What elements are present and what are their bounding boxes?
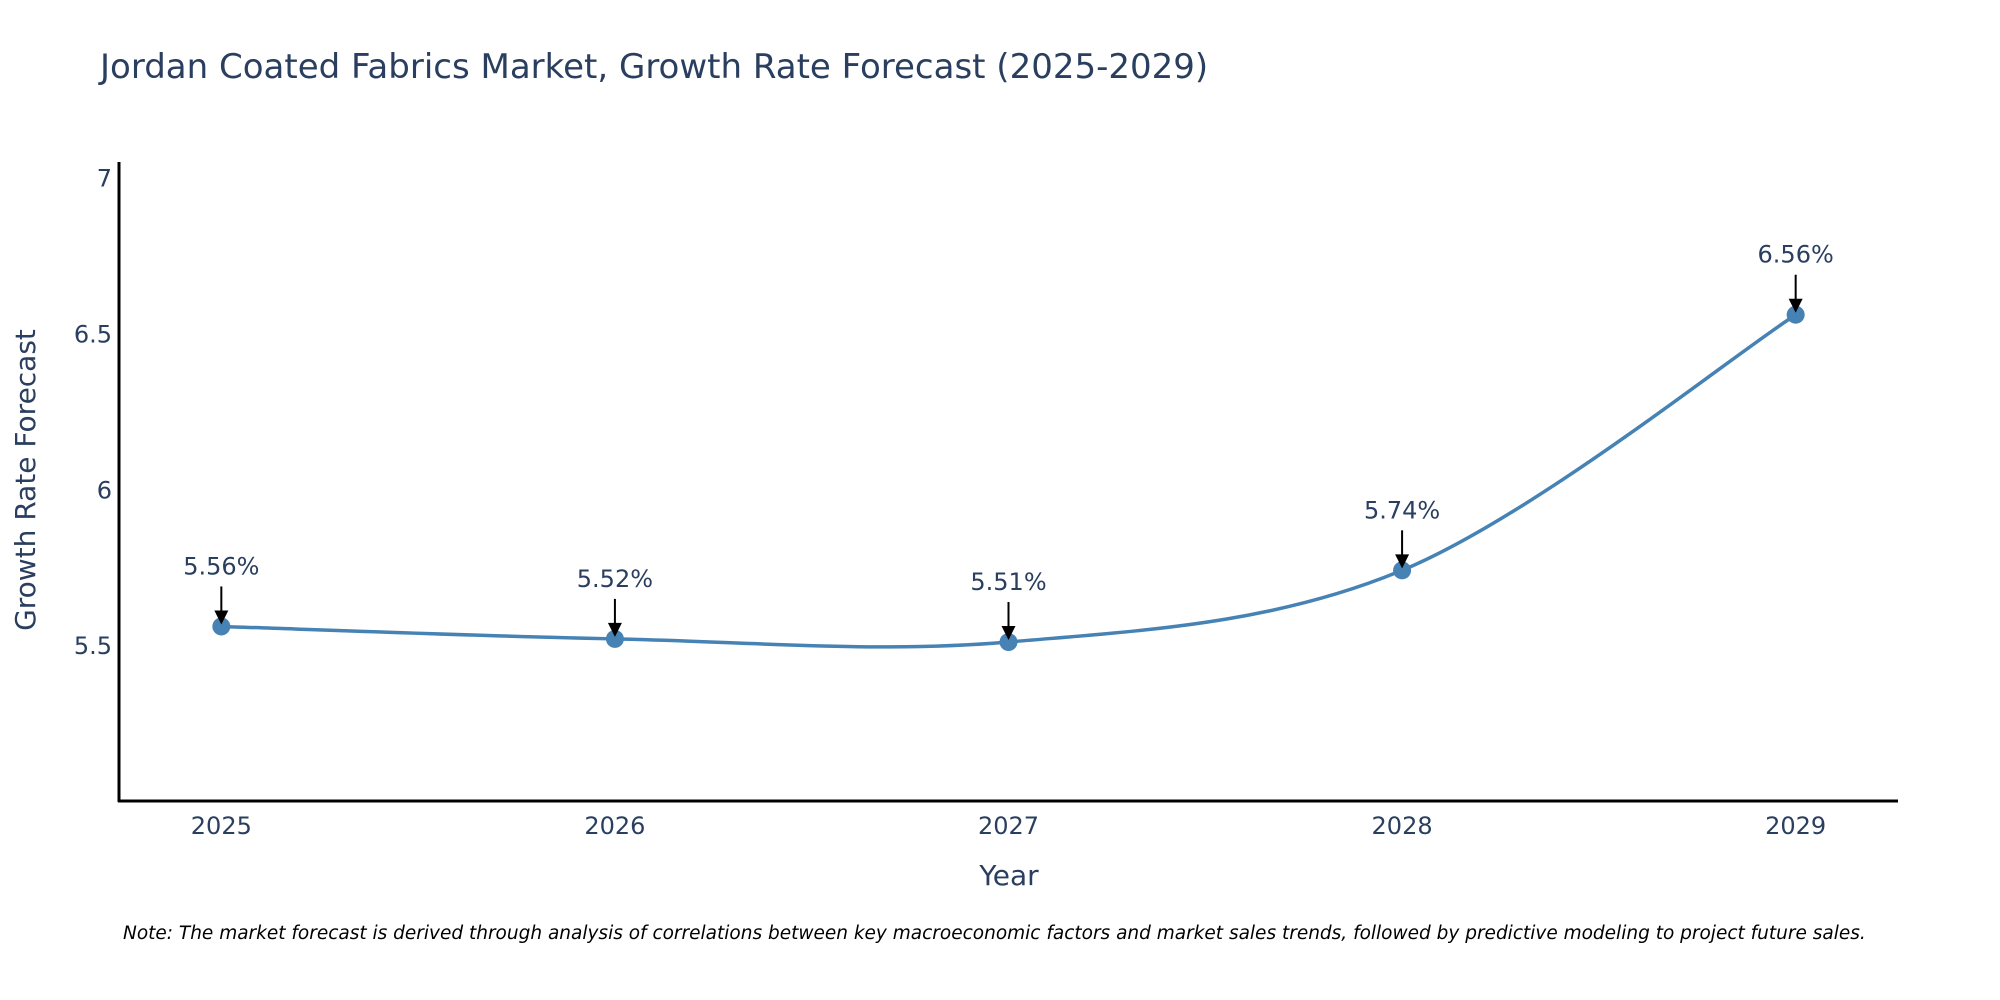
data-label: 5.74% — [1364, 496, 1440, 524]
x-axis-ticks: 2025 2026 2027 2028 2029 — [191, 812, 1826, 840]
data-label: 5.56% — [183, 552, 259, 580]
annotation-arrow-head — [214, 610, 229, 625]
y-tick-label: 6.5 — [74, 320, 112, 348]
data-point — [605, 629, 624, 648]
x-tick-label: 2028 — [1372, 812, 1433, 840]
y-axis-ticks: 5.5 6 6.5 7 — [74, 165, 112, 661]
annotation-arrow-head — [607, 622, 622, 637]
x-axis-title: Year — [978, 859, 1039, 892]
data-point — [999, 633, 1018, 652]
y-tick-label: 5.5 — [74, 632, 112, 660]
data-annotations: 5.56% 5.52% 5.51% 5.74% 6.56% — [183, 241, 1834, 641]
data-markers — [212, 305, 1805, 652]
x-tick-label: 2026 — [584, 812, 645, 840]
x-tick-label: 2029 — [1765, 812, 1826, 840]
annotation-arrow-head — [1395, 554, 1410, 569]
annotation-arrow-head — [1788, 298, 1803, 313]
data-point — [1786, 305, 1805, 324]
data-point — [1393, 561, 1412, 580]
data-label: 6.56% — [1758, 241, 1834, 269]
series-line — [221, 313, 1797, 649]
data-label: 5.52% — [577, 565, 653, 593]
annotation-arrow-head — [1001, 626, 1016, 641]
x-tick-label: 2027 — [978, 812, 1039, 840]
chart-title: Jordan Coated Fabrics Market, Growth Rat… — [98, 47, 1208, 87]
data-label: 5.51% — [970, 568, 1046, 596]
footnote: Note: The market forecast is derived thr… — [123, 923, 1866, 944]
y-tick-label: 6 — [97, 476, 112, 504]
y-axis-title: Growth Rate Forecast — [9, 329, 42, 631]
x-tick-label: 2025 — [191, 812, 252, 840]
data-point — [212, 617, 231, 636]
y-tick-label: 7 — [97, 165, 112, 193]
